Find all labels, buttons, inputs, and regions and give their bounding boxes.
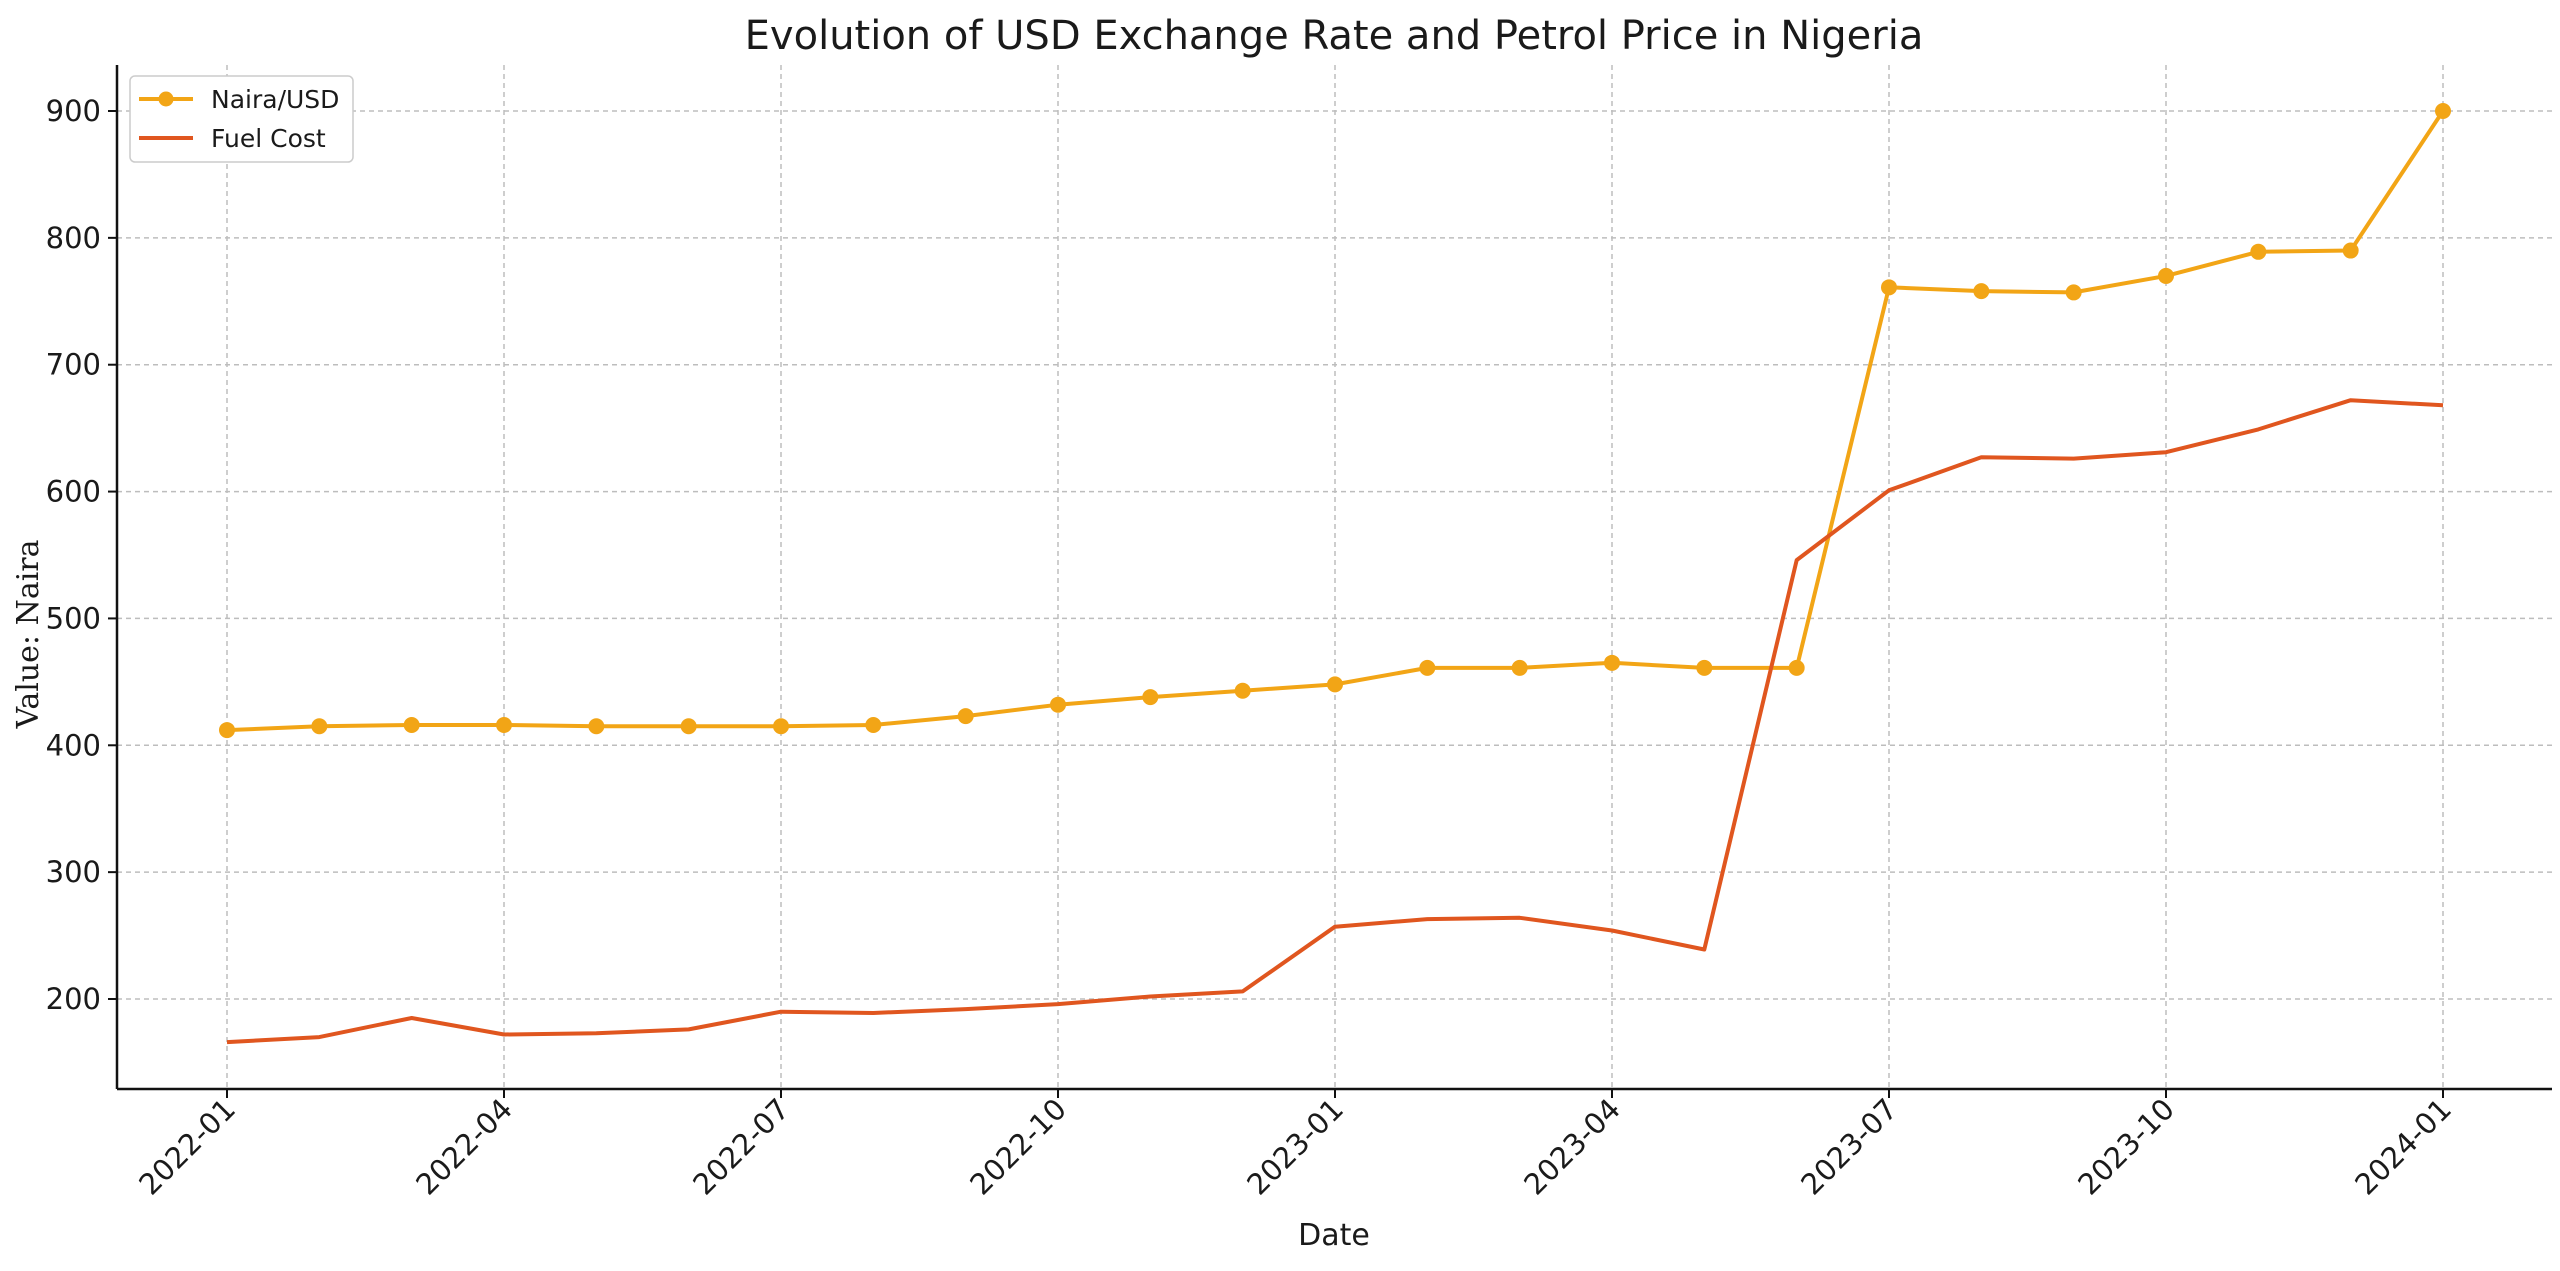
y-axis-label: Value: Naira [11,539,46,729]
data-point-naira-usd [1327,676,1343,693]
data-point-naira-usd [2342,242,2359,259]
x-axis-label: Date [1298,1218,1370,1253]
grid-lines [117,65,2552,1089]
data-point-naira-usd [403,716,420,733]
data-point-naira-usd [1881,279,1897,296]
data-point-naira-usd [1604,654,1620,671]
data-point-naira-usd [773,718,789,735]
data-point-naira-usd [1142,689,1159,706]
data-point-naira-usd [1419,659,1436,676]
y-ticks: 200 300 400 500 600 700 800 900 [46,94,117,1016]
x-tick-label: 2024-01 [2348,1092,2458,1202]
data-point-naira-usd [1788,659,1805,676]
data-point-naira-usd [496,716,512,733]
x-ticks: 2022-01 2022-04 2022-07 2022-10 2023-01 2023-… [132,1089,2458,1202]
y-tick-label: 700 [46,348,101,382]
x-tick-label: 2023-04 [1517,1092,1627,1202]
data-point-naira-usd [2158,267,2174,284]
legend-label-fuel-cost: Fuel Cost [211,124,326,153]
data-point-naira-usd [680,718,697,735]
x-tick-label: 2023-01 [1240,1092,1350,1202]
y-tick-label: 500 [46,601,101,635]
data-point-naira-usd [2435,103,2451,119]
x-tick-label: 2022-07 [686,1092,796,1202]
data-point-naira-usd [219,722,235,739]
y-tick-label: 200 [46,982,101,1016]
y-tick-label: 300 [46,855,101,889]
x-tick-label: 2022-10 [963,1092,1073,1202]
x-tick-label: 2022-01 [132,1092,242,1202]
x-tick-label: 2023-07 [1794,1092,1904,1202]
legend-label-naira-usd: Naira/USD [211,85,339,114]
data-point-naira-usd [1050,696,1066,713]
y-tick-label: 900 [46,94,101,128]
y-tick-label: 600 [46,475,101,509]
data-point-naira-usd [865,716,882,733]
x-tick-label: 2023-10 [2071,1092,2181,1202]
data-point-naira-usd [1696,659,1713,676]
legend: Naira/USD Fuel Cost [129,75,354,163]
y-tick-label: 400 [46,728,101,762]
x-tick-label: 2022-04 [409,1092,519,1202]
series-line-fuel-cost [226,398,2444,1045]
legend-marker-naira-usd [158,91,174,107]
data-point-naira-usd [1234,682,1251,699]
data-point-naira-usd [588,718,605,735]
y-tick-label: 800 [46,221,101,255]
series-layer [219,103,2451,1045]
data-point-naira-usd [2250,243,2267,260]
data-point-naira-usd [1511,659,1528,676]
data-point-naira-usd [311,718,328,735]
chart-title: Evolution of USD Exchange Rate and Petro… [745,13,1924,59]
data-point-naira-usd [2065,284,2082,301]
data-point-naira-usd [957,708,974,725]
data-point-naira-usd [1973,283,1990,300]
